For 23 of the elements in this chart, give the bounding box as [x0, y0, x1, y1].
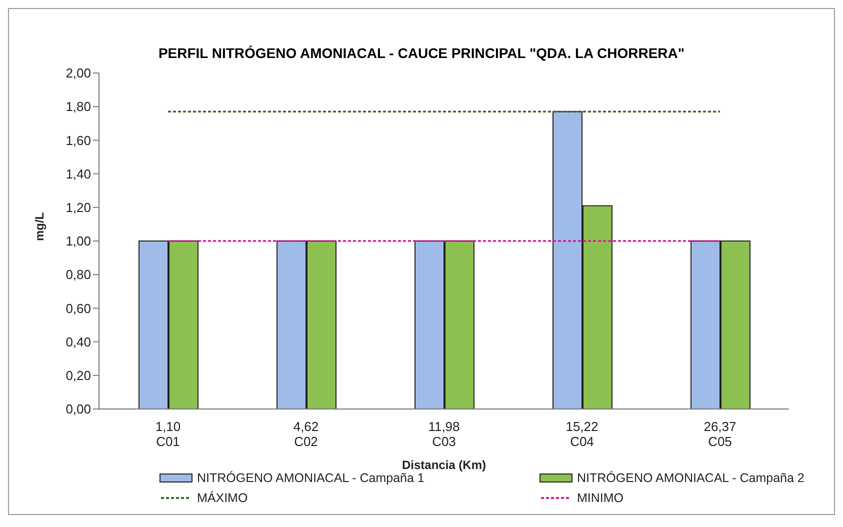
y-tick-label: 0,60: [66, 300, 91, 316]
legend-label: NITRÓGENO AMONIACAL - Campaña 2: [577, 471, 804, 485]
y-tick-label: 1,00: [66, 234, 91, 249]
y-tick-label: 0,80: [66, 267, 91, 282]
y-tick-label: 0,20: [66, 368, 91, 384]
legend-label: MINIMO: [577, 491, 624, 505]
y-tick-label: 1,80: [66, 99, 91, 114]
legend-label: MÁXIMO: [197, 491, 248, 505]
y-axis-title: mg/L: [32, 212, 46, 241]
x-tick-label: 15,22 C04: [566, 419, 598, 449]
y-tick-label: 1,60: [66, 132, 91, 148]
y-tick-label: 2,00: [66, 66, 91, 81]
x-tick-label: 4,62 C02: [293, 419, 319, 449]
x-tick-label: 26,37 C05: [704, 419, 736, 449]
x-tick-label: 1,10 C01: [155, 419, 181, 449]
chart-title: PERFIL NITRÓGENO AMONIACAL - CAUCE PRINCIPAL "QDA. LA CHORRERA": [157, 45, 686, 63]
legend-label: NITRÓGENO AMONIACAL - Campaña 1: [197, 471, 424, 485]
y-tick-label: 0,40: [66, 334, 91, 350]
x-tick-label: 11,98 C03: [428, 419, 460, 449]
y-tick-label: 0,00: [66, 402, 91, 417]
y-tick-label: 1,40: [66, 166, 91, 182]
x-axis-title: Distancia (Km): [402, 458, 486, 472]
y-tick-label: 1,20: [66, 200, 91, 216]
